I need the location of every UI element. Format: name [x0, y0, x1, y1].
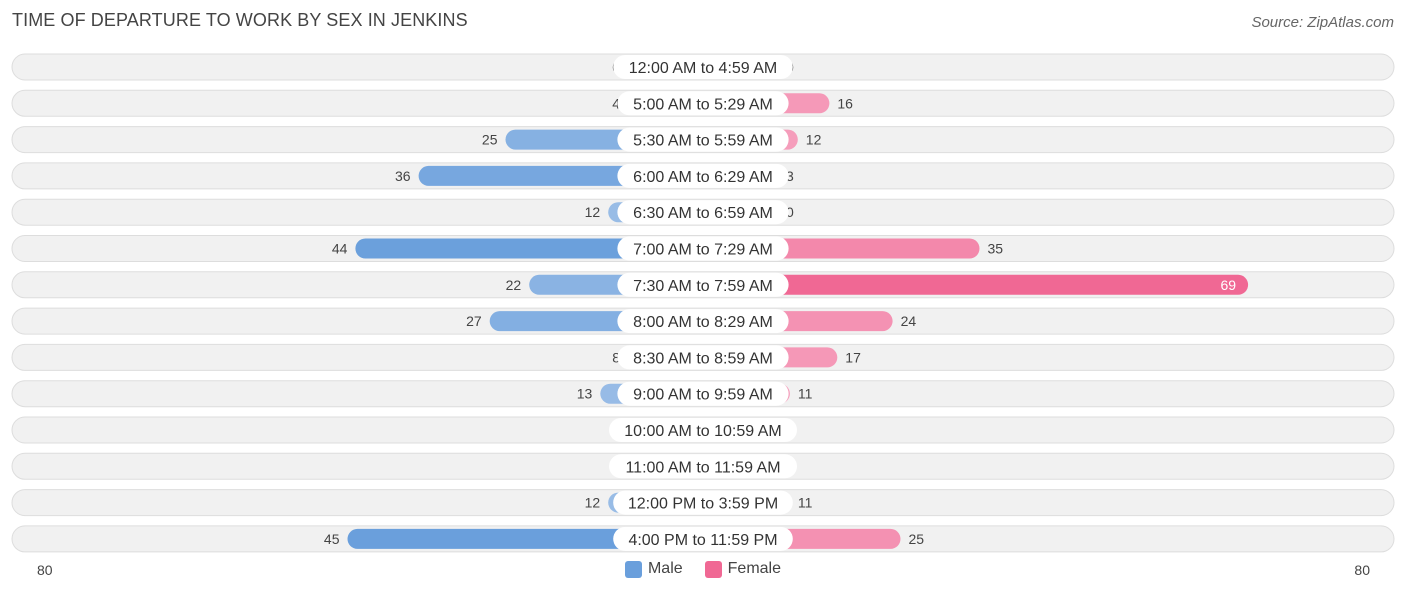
legend: Male Female — [0, 560, 1406, 578]
value-label-male: 12 — [585, 204, 601, 220]
value-label-male: 8 — [612, 349, 620, 365]
category-pill — [613, 55, 793, 79]
category-pill — [617, 127, 789, 152]
value-label-female: 0 — [786, 204, 794, 220]
category-pill — [617, 200, 789, 225]
legend-swatch-female — [704, 560, 722, 578]
legend-item-female[interactable]: Female — [704, 560, 782, 578]
value-label-male: 22 — [506, 277, 522, 293]
category-pill — [617, 345, 789, 370]
category-pill — [617, 91, 789, 116]
category-pill — [613, 526, 793, 551]
category-pill — [617, 381, 789, 406]
category-label: 5:00 AM to 5:29 AM — [633, 96, 773, 113]
value-label-female: 69 — [1221, 277, 1237, 293]
legend-label-female: Female — [727, 560, 782, 577]
source-note: Source: ZipAtlas.com — [1251, 14, 1394, 31]
value-label-female: 12 — [806, 132, 822, 148]
value-label-female: 3 — [786, 168, 794, 184]
axis-left-label: 80 — [37, 562, 53, 578]
value-label-male: 4 — [612, 95, 620, 111]
category-pill — [617, 163, 789, 188]
category-label: 7:00 AM to 7:29 AM — [633, 242, 773, 259]
category-label: 10:00 AM to 10:59 AM — [624, 423, 781, 440]
chart-title: TIME OF DEPARTURE TO WORK BY SEX IN JENK… — [12, 10, 468, 30]
value-label-female: 16 — [837, 95, 853, 111]
bar-male — [355, 238, 703, 259]
category-label: 11:00 AM to 11:59 AM — [625, 459, 780, 476]
category-label: 4:00 PM to 11:59 PM — [628, 532, 777, 549]
value-label-male: 12 — [585, 495, 601, 511]
value-label-female: 17 — [845, 349, 861, 365]
value-label-male: 13 — [577, 386, 593, 402]
category-label: 12:00 AM to 4:59 AM — [629, 60, 778, 77]
legend-item-male[interactable]: Male — [624, 560, 683, 578]
value-label-female: 35 — [988, 241, 1004, 257]
value-label-male: 36 — [395, 168, 411, 184]
bar-male — [347, 528, 703, 549]
category-pill — [609, 454, 797, 479]
category-pill — [617, 272, 789, 297]
legend-label-male: Male — [647, 560, 683, 577]
category-label: 6:00 AM to 6:29 AM — [633, 169, 773, 186]
value-label-male: 27 — [466, 313, 482, 329]
legend-swatch-male — [624, 560, 642, 578]
category-label: 6:30 AM to 6:59 AM — [633, 205, 773, 222]
value-label-male: 44 — [332, 241, 348, 257]
category-label: 7:30 AM to 7:59 AM — [633, 278, 773, 295]
category-label: 5:30 AM to 5:59 AM — [633, 133, 773, 150]
value-label-male: 25 — [482, 132, 498, 148]
value-label-female: 11 — [798, 386, 813, 402]
value-label-male: 45 — [324, 531, 340, 547]
value-label-female: 25 — [909, 531, 925, 547]
category-label: 9:00 AM to 9:59 AM — [633, 387, 773, 404]
category-label: 8:00 AM to 8:29 AM — [633, 314, 773, 331]
category-pill — [617, 309, 789, 334]
category-pill — [613, 490, 793, 515]
value-label-female: 24 — [901, 313, 917, 329]
axis-right-label: 80 — [1354, 562, 1370, 578]
category-label: 8:30 AM to 8:59 AM — [633, 350, 773, 367]
category-label: 12:00 PM to 3:59 PM — [628, 496, 778, 513]
category-pill — [609, 418, 797, 442]
category-pill — [617, 236, 789, 261]
value-label-female: 11 — [798, 495, 813, 511]
bar-female — [703, 274, 1249, 295]
